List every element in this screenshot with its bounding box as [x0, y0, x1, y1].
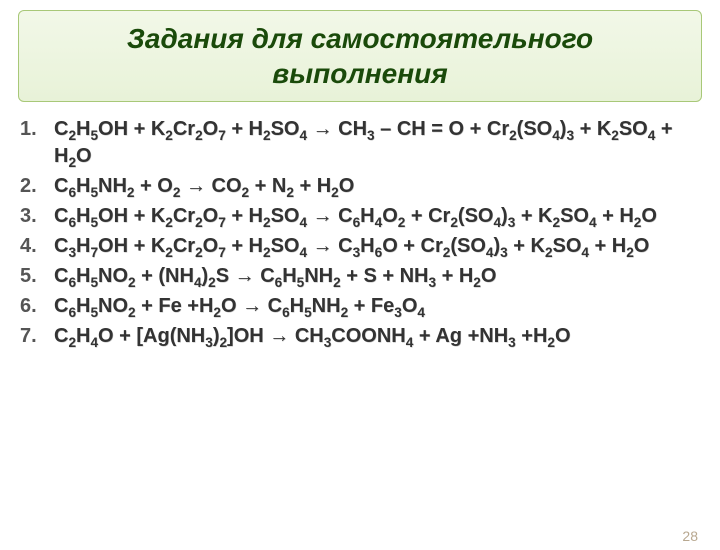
- equations-list: 1. C2H5OH + K2Cr2O7 + H2SO4 → CH3 – CH =…: [0, 110, 720, 350]
- equation-row: 2. C6H5NH2 + O2 → CO2 + N2 + H2O: [20, 173, 700, 200]
- equation-row: 7. C2H4O + [Ag(NH3)2]OH → CH3COONH4 + Ag…: [20, 323, 700, 350]
- equation-number: 6.: [20, 293, 54, 318]
- equation-number: 3.: [20, 203, 54, 228]
- equation-number: 5.: [20, 263, 54, 288]
- page-title: Задания для самостоятельного выполнения: [39, 21, 681, 91]
- equation-body: C6H5OH + K2Cr2O7 + H2SO4 → C6H4O2 + Cr2(…: [54, 203, 700, 230]
- equation-number: 1.: [20, 116, 54, 141]
- equation-row: 3. C6H5OH + K2Cr2O7 + H2SO4 → C6H4O2 + C…: [20, 203, 700, 230]
- equation-number: 7.: [20, 323, 54, 348]
- title-box: Задания для самостоятельного выполнения: [18, 10, 702, 102]
- equation-body: C6H5NO2 + Fe +H2O → C6H5NH2 + Fe3O4: [54, 293, 700, 320]
- equation-row: 6. C6H5NO2 + Fe +H2O → C6H5NH2 + Fe3O4: [20, 293, 700, 320]
- equation-row: 1. C2H5OH + K2Cr2O7 + H2SO4 → CH3 – CH =…: [20, 116, 700, 170]
- equation-number: 2.: [20, 173, 54, 198]
- equation-number: 4.: [20, 233, 54, 258]
- equation-body: C2H4O + [Ag(NH3)2]OH → CH3COONH4 + Ag +N…: [54, 323, 700, 350]
- equation-row: 5. C6H5NO2 + (NH4)2S → C6H5NH2 + S + NH3…: [20, 263, 700, 290]
- equation-body: C6H5NO2 + (NH4)2S → C6H5NH2 + S + NH3 + …: [54, 263, 700, 290]
- equation-row: 4. C3H7OH + K2Cr2O7 + H2SO4 → C3H6O + Cr…: [20, 233, 700, 260]
- equation-body: C6H5NH2 + O2 → CO2 + N2 + H2O: [54, 173, 700, 200]
- equation-body: C2H5OH + K2Cr2O7 + H2SO4 → CH3 – CH = O …: [54, 116, 700, 170]
- page-number: 28: [682, 528, 698, 544]
- equation-body: C3H7OH + K2Cr2O7 + H2SO4 → C3H6O + Cr2(S…: [54, 233, 700, 260]
